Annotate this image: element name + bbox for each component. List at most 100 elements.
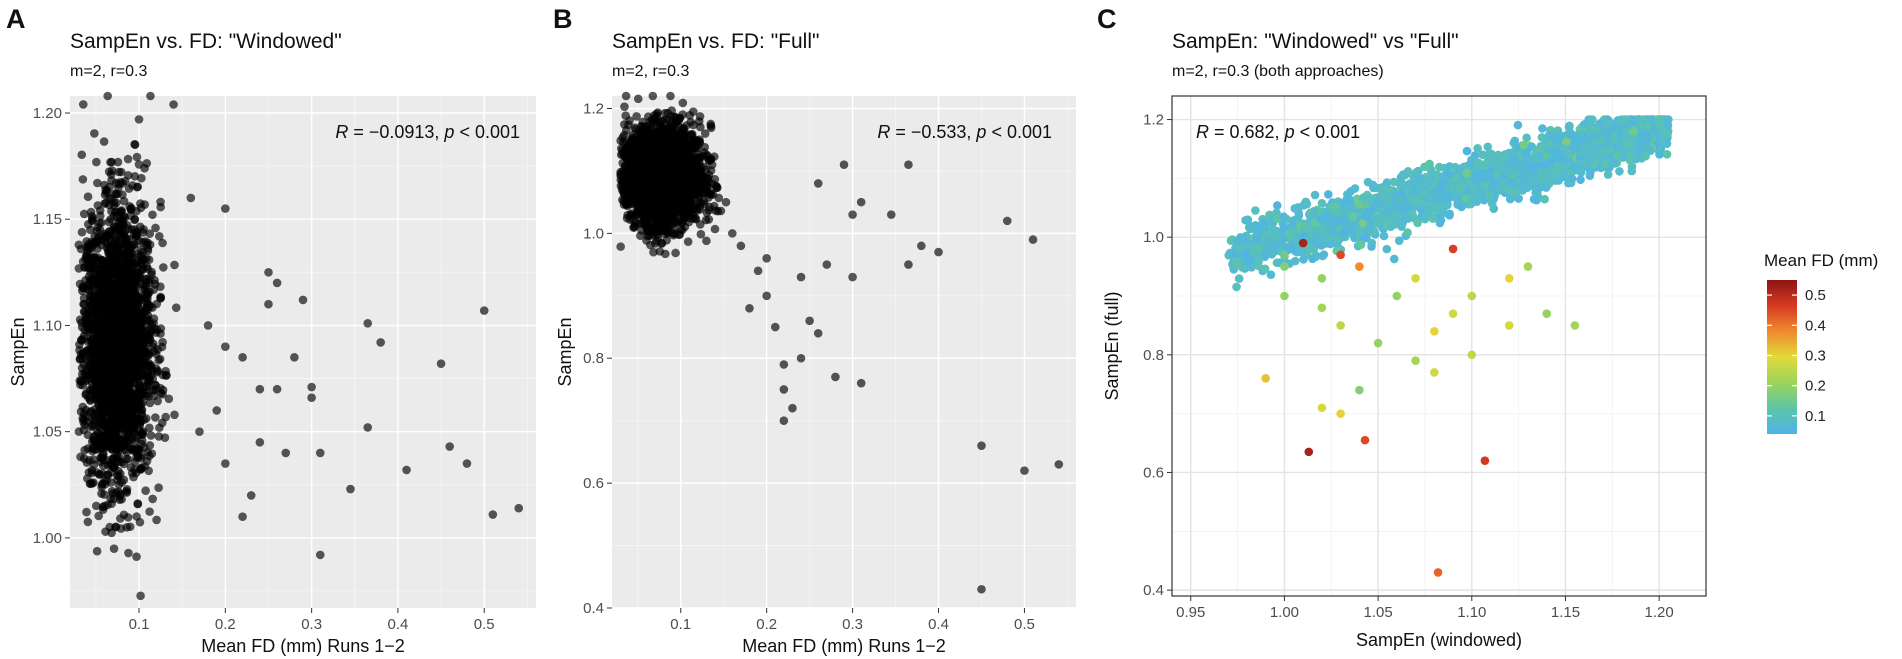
panel-a-data-point [144,466,153,476]
panel-a-data-point [115,305,125,314]
panel-a-p-symbol: p [443,122,454,142]
panel-a-data-point [119,320,129,329]
panel-a-data-point [104,217,114,227]
panel-a-data-point [114,370,123,379]
panel-a-data-point [140,342,150,352]
panel-b-data-point [688,107,698,116]
panel-a-data-point [127,296,137,306]
panel-b-data-point [648,91,658,101]
panel-b-data-point [683,237,693,246]
panel-a-data-point [86,225,95,235]
panel-a-data-point [159,263,168,272]
panel-a-data-point [76,335,86,345]
panel-a-data-point [136,390,146,399]
panel-a-data-point [115,358,124,368]
panel-a-data-point [137,428,147,437]
panel-b: B SampEn vs. FD: "Full" m=2, r=0.3 R = −… [553,4,1076,656]
panel-a-data-point [445,442,455,451]
panel-a-data-point [127,468,137,478]
panel-a-data-point [94,291,103,301]
panel-a-data-point [106,287,115,297]
panel-a-data-point [139,285,148,294]
panel-a-data-point [124,548,133,558]
panel-a-data-point [140,200,150,209]
panel-a-data-point [156,282,165,292]
panel-a-data-point [98,358,107,368]
panel-a-x-tick-label: 0.2 [215,616,236,633]
panel-a-data-point [84,370,93,380]
panel-a-data-point [116,514,125,523]
panel-a-data-point [298,295,308,305]
panel-a-data-point [78,402,88,412]
panel-a-data-point [130,215,139,225]
panel-b-data-point [642,219,652,229]
panel-a-data-point [121,250,130,260]
panel-a-data-point [160,433,170,443]
panel-a-data-point [113,404,122,413]
panel-a-data-point [137,173,146,183]
panel-b-data-point [666,91,675,101]
panel-b-data-point [641,133,651,143]
panel-a-data-point [114,480,124,490]
panel-a-data-point [93,253,103,262]
panel-a-data-point [140,357,150,366]
panel-a-data-point [105,432,114,442]
panel-a-data-point [93,304,103,313]
panel-a-data-point [143,246,153,256]
panel-a-p-value: < 0.001 [454,122,520,142]
panel-a-data-point [83,430,93,440]
panel-a-data-point [94,320,103,330]
panel-a-data-point [88,444,98,453]
panel-a-data-point [78,414,88,423]
panel-a-data-point [123,513,133,522]
panel-a-data-point [95,218,104,228]
panel-a-data-point [130,140,140,149]
panel-a-data-point [83,517,93,527]
panel-a-data-point [238,512,247,521]
panel-b-data-point [702,236,711,246]
panel-a-data-point [149,285,159,294]
panel-a-data-point [146,431,156,440]
panel-a-data-point [151,223,160,233]
panel-b-data-point [678,98,688,108]
panel-a-data-point [85,407,95,417]
panel-a-data-point [78,100,88,109]
panel-a-data-point [88,239,98,248]
panel-b-data-point [648,231,658,240]
panel-a-data-point [126,205,136,214]
panel-a-data-point [82,458,92,467]
panel-a-data-point [76,452,85,462]
panel-a-data-point [93,178,102,188]
panel-a-y-axis-label: SampEn [8,317,28,386]
panel-a-data-point [125,522,135,532]
panel-a-data-point [76,244,86,254]
panel-a-data-point [134,160,144,169]
panel-a-data-point [155,423,164,433]
panel-a-x-tick-label: 0.5 [474,616,495,633]
panel-a-data-point [238,353,247,362]
panel-a-y-axis: 1.001.051.101.151.20 [33,105,70,547]
panel-a-data-point [156,197,165,207]
panel-b-data-point [616,242,625,251]
panel-a-data-point [148,342,158,352]
panel-a-data-point [221,459,230,468]
panel-a-data-point [115,491,125,501]
panel-a-data-point [138,228,148,237]
panel-b-data-point [710,224,720,234]
panel-a-data-point [81,251,91,261]
panel-a-data-point [144,255,154,265]
panel-a-data-point [107,166,117,175]
panel-a-data-point [92,157,101,167]
panel-a-data-point [106,263,116,272]
panel-a-data-point [221,342,230,351]
panel-a-data-point [113,157,123,167]
panel-b-data-point [696,229,706,239]
panel-a-data-point [133,499,143,508]
panel-a-data-point [147,270,156,279]
panel-a-data-point [123,154,133,164]
panel-a-data-point [346,484,355,494]
panel-a-data-point [136,245,146,254]
panel-a-data-point [157,342,167,352]
panel-a-data-point [135,517,145,527]
panel-b-data-point [683,199,692,209]
